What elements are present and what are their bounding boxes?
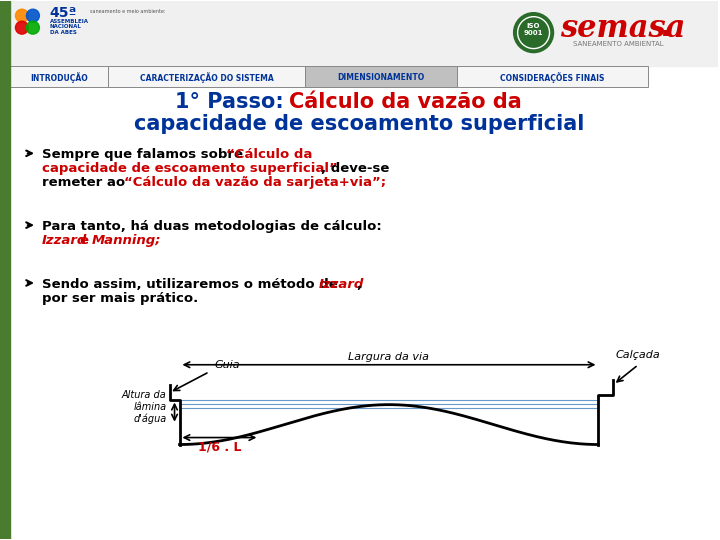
- Text: por ser mais prático.: por ser mais prático.: [42, 292, 198, 305]
- Text: Sendo assim, utilizaremos o método de: Sendo assim, utilizaremos o método de: [42, 278, 342, 291]
- Text: capacidade de escoamento superficial”: capacidade de escoamento superficial”: [42, 163, 338, 176]
- Text: DIMENSIONAMENTO: DIMENSIONAMENTO: [338, 73, 425, 82]
- Text: Calçada: Calçada: [616, 350, 661, 360]
- Circle shape: [15, 9, 28, 22]
- Text: capacidade de escoamento superficial: capacidade de escoamento superficial: [134, 114, 584, 134]
- Text: , deve-se: , deve-se: [321, 163, 390, 176]
- Text: INTRODUÇÃO: INTRODUÇÃO: [30, 72, 88, 83]
- Text: e: e: [80, 234, 94, 247]
- Bar: [0, 1, 10, 539]
- Circle shape: [27, 21, 40, 34]
- Text: “Cálculo da vazão da sarjeta+via”;: “Cálculo da vazão da sarjeta+via”;: [124, 176, 386, 189]
- Text: 1° Passo:: 1° Passo:: [174, 92, 283, 112]
- Text: ASSEMBLEIA
NACIONAL
DA ABES: ASSEMBLEIA NACIONAL DA ABES: [50, 19, 89, 35]
- Text: 1/6 . L: 1/6 . L: [198, 441, 241, 454]
- Bar: [305, 65, 456, 87]
- Text: semasa: semasa: [560, 12, 686, 44]
- Bar: [10, 1, 718, 65]
- Text: SANEAMENTO AMBIENTAL: SANEAMENTO AMBIENTAL: [573, 40, 664, 46]
- Text: Izzard: Izzard: [319, 278, 364, 291]
- Text: ISO
9001: ISO 9001: [524, 23, 544, 36]
- Text: Izzard: Izzard: [42, 234, 87, 247]
- Text: Manning;: Manning;: [91, 234, 161, 247]
- Text: Para tanto, há duas metodologias de cálculo:: Para tanto, há duas metodologias de cálc…: [42, 220, 382, 233]
- Circle shape: [513, 12, 554, 52]
- Text: Sempre que falamos sobre: Sempre que falamos sobre: [42, 148, 248, 161]
- Text: 45ª: 45ª: [50, 6, 77, 19]
- Circle shape: [27, 9, 40, 22]
- Text: remeter ao: remeter ao: [42, 176, 130, 189]
- Text: Largura da via: Largura da via: [348, 352, 429, 362]
- Text: Guia: Guia: [215, 360, 240, 370]
- Text: CONSIDERAÇÕES FINAIS: CONSIDERAÇÕES FINAIS: [500, 72, 605, 83]
- Bar: [108, 65, 305, 87]
- Bar: [456, 65, 648, 87]
- Text: Cálculo da vazão da: Cálculo da vazão da: [289, 92, 522, 112]
- Circle shape: [15, 21, 28, 34]
- Text: .: .: [660, 12, 672, 42]
- Text: CARACTERIZAÇÃO DO SISTEMA: CARACTERIZAÇÃO DO SISTEMA: [140, 72, 274, 83]
- Text: saneamento e meio ambiente:: saneamento e meio ambiente:: [90, 9, 166, 14]
- Text: Altura da
lâmina
d'água: Altura da lâmina d'água: [122, 390, 166, 424]
- Bar: [10, 65, 108, 87]
- Text: ,: ,: [356, 278, 361, 291]
- Text: “Cálculo da: “Cálculo da: [226, 148, 312, 161]
